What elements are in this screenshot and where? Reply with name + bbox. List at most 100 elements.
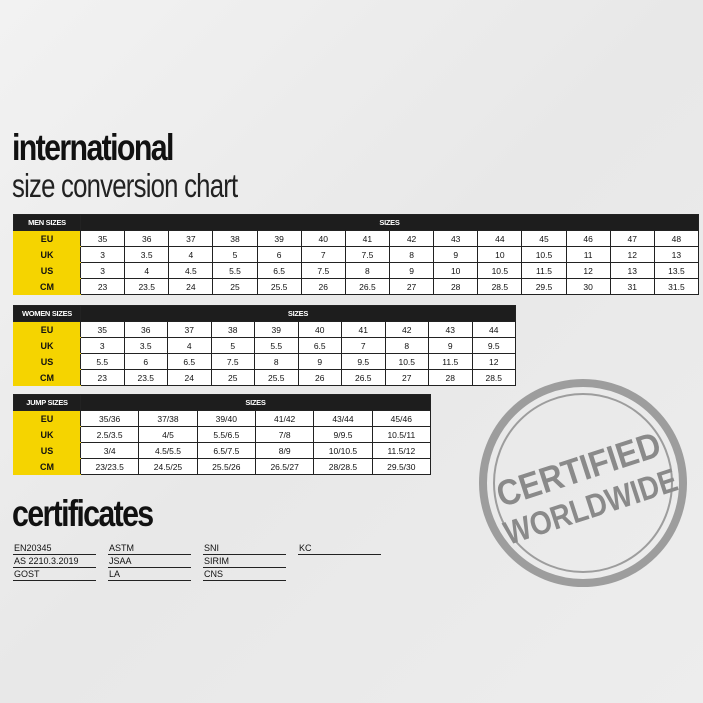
- certificates-title: certificates: [12, 493, 154, 534]
- size-cell: 5.5/6.5: [196, 426, 256, 443]
- table-header-sizes: SIZES: [80, 214, 699, 231]
- table-corner-label: JUMP SIZES: [13, 394, 81, 411]
- certified-worldwide-stamp: CERTIFIED WORLDWIDE: [479, 379, 687, 587]
- size-cell: 6.5/7.5: [196, 442, 256, 459]
- certificate-item: KC: [298, 543, 381, 555]
- size-cell: 27: [388, 278, 435, 295]
- size-cell: 10.5: [521, 246, 567, 263]
- size-cell: 8/9: [254, 442, 315, 459]
- size-cell: 8: [388, 246, 435, 263]
- certificate-item: EN20345: [13, 543, 96, 555]
- size-cell: 42: [384, 321, 429, 338]
- size-cell: 3: [79, 246, 126, 263]
- size-cell: 25.5: [254, 369, 299, 386]
- size-cell: 4: [167, 337, 212, 354]
- size-cell: 4: [168, 246, 214, 263]
- size-cell: 8: [384, 337, 429, 354]
- page-subtitle: size conversion chart: [12, 167, 238, 204]
- size-cell: 11.5/12: [371, 442, 432, 459]
- size-cell: 25: [210, 369, 255, 386]
- size-cell: 5: [210, 337, 255, 354]
- certificate-item: CNS: [203, 569, 286, 581]
- size-cell: 10: [477, 246, 523, 263]
- table-corner-label: MEN SIZES: [13, 214, 81, 231]
- size-cell: 9.5: [471, 337, 516, 354]
- size-cell: 23/23.5: [79, 458, 140, 475]
- size-cell: 39/40: [196, 410, 256, 427]
- page-title: international: [12, 127, 174, 168]
- size-cell: 12: [471, 353, 516, 370]
- jump-sizes-table: JUMP SIZES SIZES EU 35/36 37/38 39/40 41/42 43/…: [13, 394, 432, 475]
- certificate-item: JSAA: [108, 556, 191, 568]
- size-cell: 43: [433, 230, 479, 247]
- size-cell: 24: [167, 369, 212, 386]
- size-cell: 39: [256, 230, 302, 247]
- row-label: CM: [13, 458, 81, 475]
- size-cell: 26: [300, 278, 346, 295]
- size-cell: 41: [344, 230, 390, 247]
- size-cell: 44: [471, 321, 516, 338]
- size-cell: 7.5: [210, 353, 255, 370]
- size-cell: 44: [477, 230, 523, 247]
- table-row: CM 23 23.5 24 25 25.5 26 26.5 27 28 28.5 29.5 30 31 31…: [13, 278, 700, 295]
- size-cell: 3.5: [124, 246, 170, 263]
- size-cell: 9/9.5: [313, 426, 373, 443]
- size-cell: 28: [433, 278, 479, 295]
- size-cell: 9: [428, 337, 473, 354]
- size-cell: 4.5: [168, 262, 214, 279]
- size-cell: 47: [609, 230, 655, 247]
- size-cell: 7.5: [344, 246, 390, 263]
- table-header-sizes: SIZES: [80, 394, 431, 411]
- size-cell: 42: [388, 230, 435, 247]
- size-cell: 25: [212, 278, 258, 295]
- row-label: UK: [13, 426, 81, 443]
- size-cell: 29.5/30: [371, 458, 432, 475]
- size-cell: 43/44: [313, 410, 373, 427]
- size-cell: 8: [254, 353, 299, 370]
- size-cell: 10.5: [477, 262, 523, 279]
- row-label: UK: [13, 246, 81, 263]
- size-cell: 41/42: [254, 410, 315, 427]
- row-label: EU: [13, 321, 81, 338]
- size-cell: 6.5: [297, 337, 342, 354]
- size-cell: 2.5/3.5: [79, 426, 140, 443]
- size-cell: 45/46: [371, 410, 432, 427]
- size-cell: 11: [565, 246, 611, 263]
- size-cell: 38: [210, 321, 255, 338]
- size-cell: 7.5: [300, 262, 346, 279]
- table-row: EU 35 36 37 38 39 40 41 42 43 44 45 46 47 48: [13, 230, 700, 247]
- size-cell: 9.5: [341, 353, 386, 370]
- size-cell: 3/4: [79, 442, 140, 459]
- size-cell: 40: [297, 321, 342, 338]
- size-cell: 6: [256, 246, 302, 263]
- size-cell: 28/28.5: [313, 458, 373, 475]
- certificate-item: GOST: [13, 569, 96, 581]
- size-cell: 41: [341, 321, 386, 338]
- size-cell: 24: [168, 278, 214, 295]
- size-cell: 38: [212, 230, 258, 247]
- women-sizes-table: WOMEN SIZES SIZES EU 35 36 37 38 39 40 41 42 43 44 UK…: [13, 305, 516, 386]
- table-row: EU 35/36 37/38 39/40 41/42 43/44 45/46: [13, 410, 432, 427]
- men-sizes-table: MEN SIZES SIZES EU 35 36 37 38 39 40 41 42 43 44 45 46…: [13, 214, 700, 295]
- size-cell: 23.5: [124, 278, 170, 295]
- table-row: EU 35 36 37 38 39 40 41 42 43 44: [13, 321, 516, 338]
- size-cell: 25.5: [256, 278, 302, 295]
- size-cell: 35: [79, 230, 126, 247]
- size-cell: 26.5: [341, 369, 386, 386]
- size-cell: 28: [428, 369, 473, 386]
- size-cell: 11.5: [521, 262, 567, 279]
- size-cell: 10: [433, 262, 479, 279]
- certificate-item: ASTM: [108, 543, 191, 555]
- size-cell: 23: [79, 278, 126, 295]
- size-cell: 36: [124, 230, 170, 247]
- size-cell: 13: [653, 246, 700, 263]
- size-cell: 39: [254, 321, 299, 338]
- row-label: EU: [13, 410, 81, 427]
- size-cell: 7: [341, 337, 386, 354]
- size-cell: 3.5: [123, 337, 168, 354]
- size-cell: 37: [168, 230, 214, 247]
- size-cell: 45: [521, 230, 567, 247]
- size-cell: 13: [609, 262, 655, 279]
- row-label: US: [13, 262, 81, 279]
- size-cell: 5: [212, 246, 258, 263]
